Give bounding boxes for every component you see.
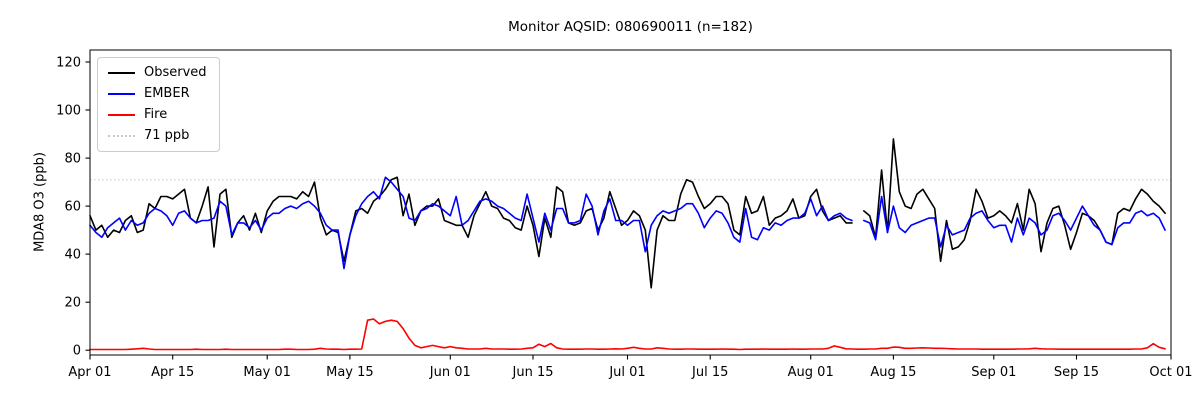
legend-label-threshold: 71 ppb [144, 128, 190, 143]
threshold-line-swatch [108, 135, 135, 137]
legend-entry-threshold: 71 ppb [108, 129, 207, 143]
ember-line-swatch [108, 93, 135, 95]
legend-label-fire: Fire [144, 107, 168, 122]
legend-entry-observed: Observed [108, 66, 207, 80]
legend-entry-ember: EMBER [108, 87, 207, 101]
y-tick-label: 40 [64, 248, 81, 263]
x-tick-label: Jun 01 [429, 365, 471, 380]
x-tick-label: Sep 01 [971, 365, 1016, 380]
legend-entry-fire: Fire [108, 108, 207, 122]
y-tick-label: 80 [64, 152, 81, 167]
chart-title: Monitor AQSID: 080690011 (n=182) [508, 19, 753, 35]
observed-line-swatch [108, 72, 135, 74]
y-tick-label: 20 [64, 296, 81, 311]
x-tick-label: Apr 01 [68, 365, 111, 380]
x-tick-label: Jul 15 [691, 365, 728, 380]
y-tick-label: 0 [73, 344, 81, 359]
x-tick-label: Jul 01 [608, 365, 645, 380]
legend-label-ember: EMBER [144, 86, 190, 101]
x-tick-label: Sep 15 [1054, 365, 1099, 380]
legend-label-observed: Observed [144, 65, 207, 80]
x-tick-label: May 01 [243, 365, 291, 380]
y-tick-label: 120 [56, 56, 81, 71]
y-tick-label: 100 [56, 104, 81, 119]
x-tick-label: Aug 01 [788, 365, 834, 380]
series-line-ember [89, 176, 1166, 270]
x-tick-label: May 15 [326, 365, 374, 380]
x-tick-label: Aug 15 [870, 365, 916, 380]
x-tick-label: Apr 15 [151, 365, 194, 380]
axes-box [89, 49, 1172, 356]
series-line-observed [89, 138, 1166, 289]
legend: Observed EMBER Fire 71 ppb [97, 57, 220, 152]
series-line-fire [89, 318, 1166, 351]
x-tick-label: Jun 15 [512, 365, 554, 380]
x-tick-label: Oct 01 [1149, 365, 1192, 380]
y-tick-label: 60 [64, 200, 81, 215]
fire-line-swatch [108, 114, 135, 116]
